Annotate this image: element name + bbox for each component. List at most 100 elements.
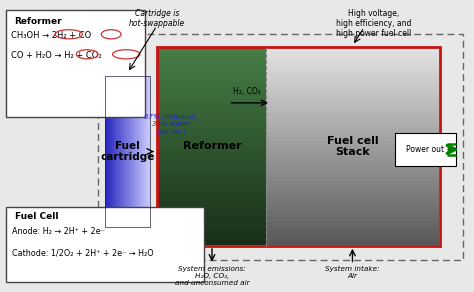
Text: Fuel Cell: Fuel Cell xyxy=(15,213,58,221)
FancyBboxPatch shape xyxy=(266,136,438,141)
FancyBboxPatch shape xyxy=(266,77,438,82)
Text: CH₃OH → 2H₂ + CO: CH₃OH → 2H₂ + CO xyxy=(11,32,91,40)
FancyBboxPatch shape xyxy=(118,76,119,227)
FancyBboxPatch shape xyxy=(266,195,438,201)
FancyBboxPatch shape xyxy=(266,146,438,151)
FancyBboxPatch shape xyxy=(158,166,266,171)
FancyBboxPatch shape xyxy=(131,76,132,227)
FancyBboxPatch shape xyxy=(266,210,438,215)
FancyBboxPatch shape xyxy=(114,76,116,227)
FancyBboxPatch shape xyxy=(158,101,266,107)
FancyBboxPatch shape xyxy=(158,180,266,186)
FancyBboxPatch shape xyxy=(158,111,266,117)
FancyBboxPatch shape xyxy=(112,76,113,227)
FancyBboxPatch shape xyxy=(266,225,438,230)
FancyBboxPatch shape xyxy=(266,215,438,220)
FancyBboxPatch shape xyxy=(266,190,438,196)
FancyBboxPatch shape xyxy=(266,161,438,166)
FancyBboxPatch shape xyxy=(266,180,438,186)
FancyBboxPatch shape xyxy=(266,171,438,176)
FancyBboxPatch shape xyxy=(158,161,266,166)
FancyBboxPatch shape xyxy=(128,76,129,227)
FancyBboxPatch shape xyxy=(119,76,121,227)
Text: Cartridge is
hot-swappable: Cartridge is hot-swappable xyxy=(129,8,185,28)
FancyBboxPatch shape xyxy=(158,146,266,151)
FancyBboxPatch shape xyxy=(158,190,266,196)
FancyBboxPatch shape xyxy=(266,72,438,77)
Text: System emissions:
H₂O, CO₂,
and unconsumed air: System emissions: H₂O, CO₂, and unconsum… xyxy=(175,266,249,286)
FancyBboxPatch shape xyxy=(158,240,266,245)
FancyBboxPatch shape xyxy=(135,76,137,227)
FancyBboxPatch shape xyxy=(109,76,111,227)
FancyBboxPatch shape xyxy=(266,116,438,122)
FancyBboxPatch shape xyxy=(6,10,145,117)
FancyBboxPatch shape xyxy=(133,76,135,227)
FancyBboxPatch shape xyxy=(266,131,438,136)
FancyBboxPatch shape xyxy=(127,76,128,227)
FancyBboxPatch shape xyxy=(266,151,438,156)
FancyBboxPatch shape xyxy=(266,141,438,146)
FancyBboxPatch shape xyxy=(158,195,266,201)
Text: High voltage,
high efficiency, and
high power fuel cell: High voltage, high efficiency, and high … xyxy=(336,8,411,38)
FancyBboxPatch shape xyxy=(266,200,438,206)
FancyBboxPatch shape xyxy=(266,47,438,52)
Text: Reformer: Reformer xyxy=(182,141,241,151)
FancyBboxPatch shape xyxy=(266,111,438,117)
FancyBboxPatch shape xyxy=(124,76,126,227)
FancyBboxPatch shape xyxy=(121,76,122,227)
FancyBboxPatch shape xyxy=(266,106,438,112)
FancyBboxPatch shape xyxy=(158,47,266,52)
FancyBboxPatch shape xyxy=(109,76,110,227)
FancyBboxPatch shape xyxy=(110,76,112,227)
FancyBboxPatch shape xyxy=(113,76,115,227)
FancyBboxPatch shape xyxy=(158,126,266,131)
FancyBboxPatch shape xyxy=(144,76,146,227)
FancyBboxPatch shape xyxy=(158,230,266,235)
FancyBboxPatch shape xyxy=(146,76,148,227)
Text: Anode: H₂ → 2H⁺ + 2e⁻: Anode: H₂ → 2H⁺ + 2e⁻ xyxy=(12,227,105,236)
FancyBboxPatch shape xyxy=(266,81,438,87)
FancyBboxPatch shape xyxy=(107,76,109,227)
FancyBboxPatch shape xyxy=(105,76,107,227)
FancyBboxPatch shape xyxy=(106,76,108,227)
FancyBboxPatch shape xyxy=(158,220,266,225)
FancyBboxPatch shape xyxy=(158,57,266,62)
FancyBboxPatch shape xyxy=(158,175,266,181)
FancyBboxPatch shape xyxy=(158,156,266,161)
FancyBboxPatch shape xyxy=(266,67,438,72)
FancyBboxPatch shape xyxy=(158,215,266,220)
FancyBboxPatch shape xyxy=(266,235,438,240)
Text: Power out: Power out xyxy=(406,145,445,154)
FancyBboxPatch shape xyxy=(266,230,438,235)
FancyBboxPatch shape xyxy=(158,171,266,176)
FancyBboxPatch shape xyxy=(158,185,266,191)
FancyBboxPatch shape xyxy=(266,126,438,131)
FancyBboxPatch shape xyxy=(141,76,143,227)
FancyBboxPatch shape xyxy=(395,133,456,166)
FancyBboxPatch shape xyxy=(6,207,204,282)
FancyBboxPatch shape xyxy=(158,151,266,156)
FancyBboxPatch shape xyxy=(158,116,266,122)
Text: Reformer: Reformer xyxy=(15,17,62,26)
FancyBboxPatch shape xyxy=(158,106,266,112)
FancyBboxPatch shape xyxy=(118,76,120,227)
FancyBboxPatch shape xyxy=(158,86,266,92)
FancyBboxPatch shape xyxy=(158,121,266,127)
FancyBboxPatch shape xyxy=(266,205,438,211)
FancyBboxPatch shape xyxy=(132,76,134,227)
FancyBboxPatch shape xyxy=(158,96,266,102)
FancyBboxPatch shape xyxy=(266,96,438,102)
FancyBboxPatch shape xyxy=(158,136,266,141)
FancyBboxPatch shape xyxy=(125,76,127,227)
FancyBboxPatch shape xyxy=(158,131,266,136)
FancyBboxPatch shape xyxy=(158,67,266,72)
FancyBboxPatch shape xyxy=(158,225,266,230)
FancyBboxPatch shape xyxy=(158,200,266,206)
FancyBboxPatch shape xyxy=(158,91,266,97)
FancyBboxPatch shape xyxy=(130,76,131,227)
Text: Fuel cell
Stack: Fuel cell Stack xyxy=(327,135,378,157)
FancyBboxPatch shape xyxy=(158,52,266,57)
Text: 67% methanol,
33% water
(by vol.): 67% methanol, 33% water (by vol.) xyxy=(144,114,198,135)
FancyBboxPatch shape xyxy=(266,156,438,161)
FancyBboxPatch shape xyxy=(137,76,139,227)
